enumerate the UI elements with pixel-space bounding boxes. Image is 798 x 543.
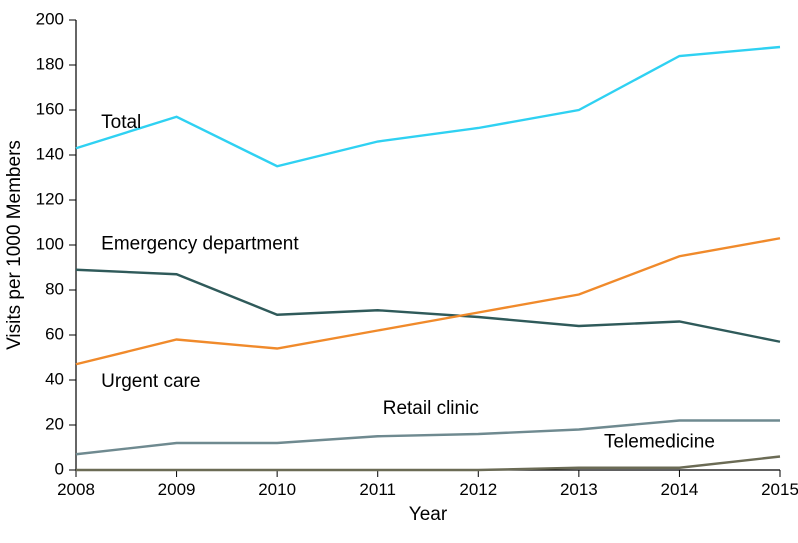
- y-axis-title: Visits per 1000 Members: [4, 140, 25, 350]
- line-chart: 0 20 40 60 80 100 120 140 160 180 200 2008 2009 2010 2…: [0, 0, 798, 543]
- y-tick-label: 160: [36, 99, 64, 118]
- series-label-retail-clinic: Retail clinic: [383, 398, 479, 419]
- y-tick-label: 180: [36, 54, 64, 73]
- y-tick-label: 140: [36, 144, 64, 163]
- series-label-emergency-department: Emergency department: [101, 234, 299, 255]
- y-tick-label: 60: [45, 324, 64, 343]
- y-tick-label: 120: [36, 189, 64, 208]
- x-tick-label: 2012: [459, 480, 497, 499]
- y-tick-label: 0: [55, 459, 64, 478]
- y-tick-label: 20: [45, 414, 64, 433]
- series-label-telemedicine: Telemedicine: [604, 432, 715, 453]
- x-tick-label: 2015: [761, 480, 798, 499]
- series-label-total: Total: [101, 112, 141, 133]
- x-tick-label: 2008: [57, 480, 95, 499]
- chart-container: 0 20 40 60 80 100 120 140 160 180 200 2008 2009 2010 2…: [0, 0, 798, 543]
- x-axis-title: Year: [409, 504, 448, 525]
- y-tick-label: 200: [36, 9, 64, 28]
- y-tick-label: 40: [45, 369, 64, 388]
- y-tick-label: 80: [45, 279, 64, 298]
- x-tick-label: 2010: [258, 480, 296, 499]
- x-tick-label: 2009: [158, 480, 196, 499]
- x-tick-label: 2011: [359, 480, 396, 499]
- series-label-urgent-care: Urgent care: [101, 371, 200, 392]
- x-tick-label: 2014: [661, 480, 699, 499]
- x-tick-label: 2013: [560, 480, 598, 499]
- y-tick-label: 100: [36, 234, 64, 253]
